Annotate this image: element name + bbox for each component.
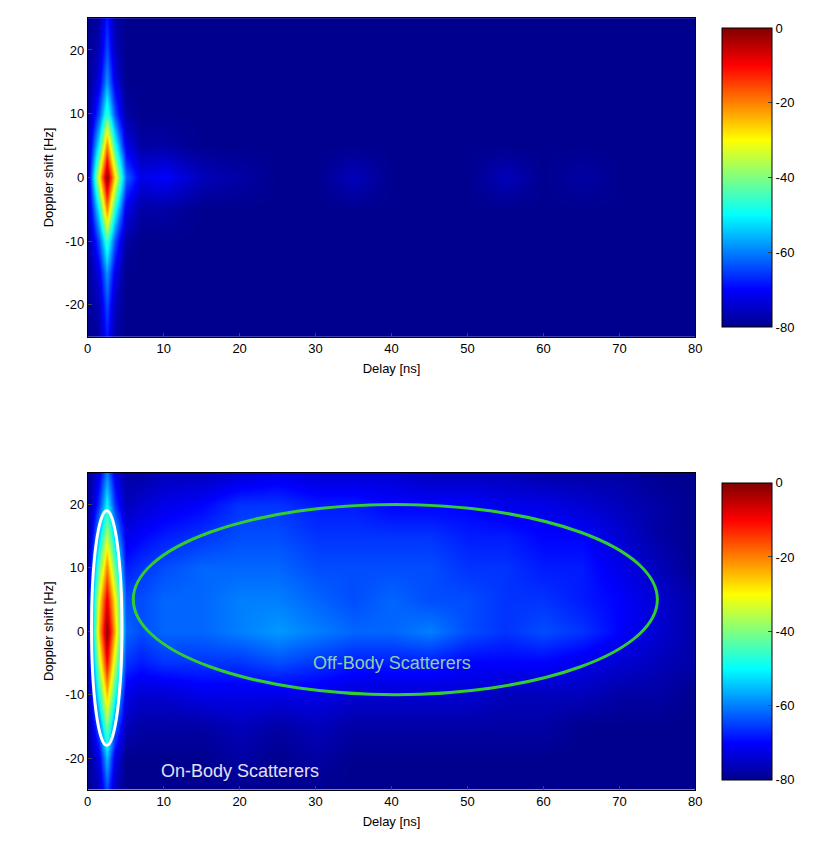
svg-text:10: 10 bbox=[156, 341, 170, 356]
svg-text:60: 60 bbox=[536, 794, 550, 809]
svg-text:-10: -10 bbox=[65, 687, 84, 702]
svg-text:Delay [ns]: Delay [ns] bbox=[363, 361, 421, 376]
svg-text:-20: -20 bbox=[776, 550, 795, 565]
svg-text:20: 20 bbox=[70, 497, 84, 512]
svg-text:70: 70 bbox=[612, 794, 626, 809]
svg-text:Doppler shift [Hz]: Doppler shift [Hz] bbox=[41, 581, 56, 681]
svg-text:70: 70 bbox=[612, 341, 626, 356]
svg-text:30: 30 bbox=[308, 341, 322, 356]
svg-text:50: 50 bbox=[460, 341, 474, 356]
svg-text:10: 10 bbox=[70, 106, 84, 121]
svg-text:80: 80 bbox=[688, 794, 702, 809]
svg-text:50: 50 bbox=[460, 794, 474, 809]
svg-text:80: 80 bbox=[688, 341, 702, 356]
svg-text:0: 0 bbox=[776, 20, 783, 35]
svg-text:-10: -10 bbox=[65, 234, 84, 249]
svg-text:-60: -60 bbox=[776, 698, 795, 713]
svg-text:0: 0 bbox=[77, 170, 84, 185]
svg-text:0: 0 bbox=[776, 475, 783, 490]
svg-text:30: 30 bbox=[308, 794, 322, 809]
svg-text:10: 10 bbox=[70, 560, 84, 575]
svg-text:10: 10 bbox=[156, 794, 170, 809]
svg-text:0: 0 bbox=[77, 624, 84, 639]
svg-text:-20: -20 bbox=[776, 95, 795, 110]
svg-text:-40: -40 bbox=[776, 170, 795, 185]
svg-text:Doppler shift [Hz]: Doppler shift [Hz] bbox=[41, 128, 56, 228]
svg-text:-80: -80 bbox=[776, 772, 795, 787]
svg-text:20: 20 bbox=[232, 794, 246, 809]
svg-text:-20: -20 bbox=[65, 297, 84, 312]
svg-text:-20: -20 bbox=[65, 751, 84, 766]
svg-text:40: 40 bbox=[384, 794, 398, 809]
svg-text:On-Body Scatterers: On-Body Scatterers bbox=[161, 761, 319, 781]
svg-text:Delay [ns]: Delay [ns] bbox=[363, 814, 421, 829]
svg-text:20: 20 bbox=[232, 341, 246, 356]
svg-text:60: 60 bbox=[536, 341, 550, 356]
svg-text:Off-Body Scatterers: Off-Body Scatterers bbox=[313, 653, 471, 673]
svg-text:40: 40 bbox=[384, 341, 398, 356]
svg-text:0: 0 bbox=[84, 794, 91, 809]
svg-text:20: 20 bbox=[70, 43, 84, 58]
svg-text:-80: -80 bbox=[776, 319, 795, 334]
svg-text:-40: -40 bbox=[776, 624, 795, 639]
svg-text:0: 0 bbox=[84, 341, 91, 356]
svg-text:-60: -60 bbox=[776, 245, 795, 260]
